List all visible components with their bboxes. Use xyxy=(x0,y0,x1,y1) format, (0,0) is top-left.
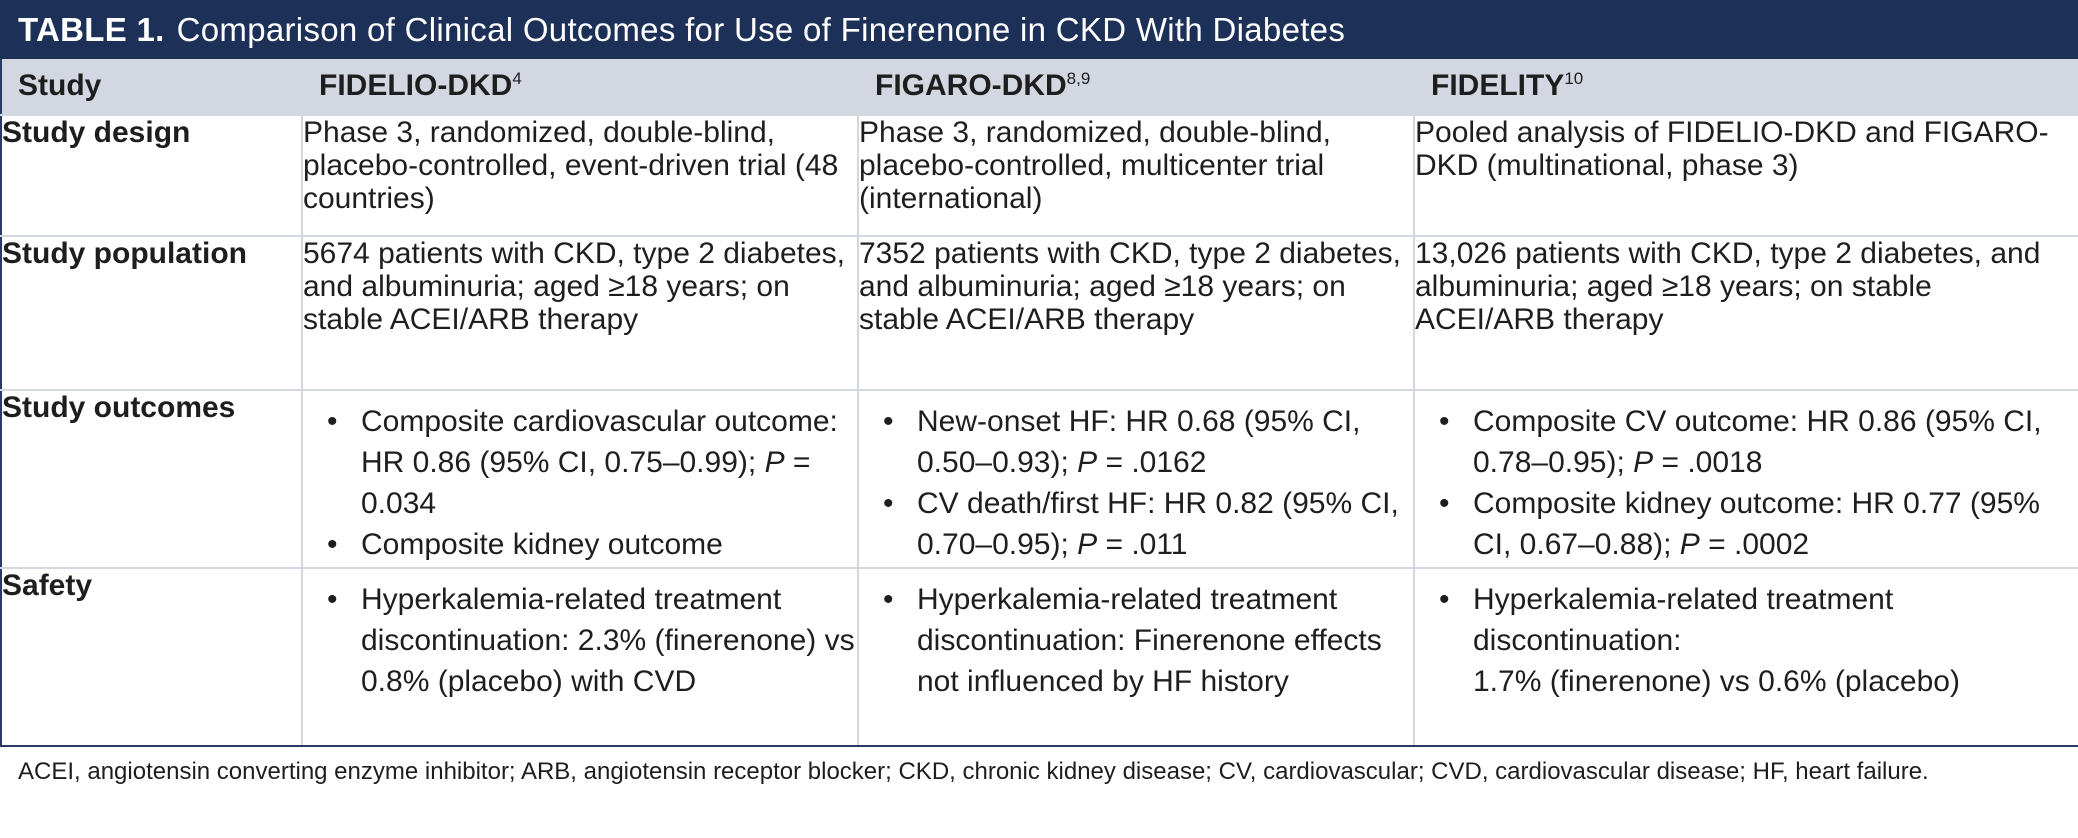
list-item: • Composite cardiovascular outcome: HR 0.… xyxy=(303,401,857,524)
p-value-symbol: P xyxy=(1077,446,1098,479)
cell-outcomes-fidelity: • Composite CV outcome: HR 0.86 (95% CI, … xyxy=(1413,389,2078,569)
cell-design-figaro: Phase 3, randomized, double-blind, place… xyxy=(857,114,1415,237)
table-header-row: Study FIDELIO-DKD4 FIGARO-DKD8,9 FIDELIT… xyxy=(0,59,2078,116)
cell-safety-fidelio: • Hyperkalemia-related treatment disconti… xyxy=(301,567,859,747)
table-row: Study design Phase 3, randomized, double… xyxy=(0,114,2078,237)
table-row: Safety • Hyperkalemia-related treatment d… xyxy=(0,567,2078,747)
header-figaro-name: FIGARO-DKD xyxy=(875,69,1067,102)
outcome-text: Composite kidney outcome xyxy=(361,528,723,561)
header-figaro-ref: 8,9 xyxy=(1066,69,1091,88)
list-item: • Composite kidney outcome: HR 0.77 (95% … xyxy=(1415,483,2078,565)
list-item: • CV death/first HF: HR 0.82 (95% CI, 0.7… xyxy=(859,483,1413,565)
outcomes-fidelity-list: • Composite CV outcome: HR 0.86 (95% CI, … xyxy=(1415,401,2078,565)
bullet-icon: • xyxy=(327,528,338,561)
header-fidelity: FIDELITY10 xyxy=(1413,59,2078,116)
outcomes-figaro-list: • New-onset HF: HR 0.68 (95% CI, 0.50–0.9… xyxy=(859,401,1413,565)
p-value: = .0162 xyxy=(1097,446,1207,479)
list-item: • New-onset HF: HR 0.68 (95% CI, 0.50–0.9… xyxy=(859,401,1413,483)
p-value-symbol: P xyxy=(764,446,785,479)
comparison-table: Study FIDELIO-DKD4 FIGARO-DKD8,9 FIDELIT… xyxy=(0,59,2078,747)
header-fidelio: FIDELIO-DKD4 xyxy=(301,59,859,116)
row-label-design: Study design xyxy=(0,114,303,237)
p-value-symbol: P xyxy=(1633,446,1654,479)
safety-fidelity-list: • Hyperkalemia-related treatment disconti… xyxy=(1415,579,2078,702)
bullet-icon: • xyxy=(327,405,338,438)
cell-design-fidelity: Pooled analysis of FIDELIO-DKD and FIGAR… xyxy=(1413,114,2078,237)
p-value: = .0002 xyxy=(1699,528,1810,561)
cell-population-figaro: 7352 patients with CKD, type 2 diabetes,… xyxy=(857,235,1415,391)
cell-outcomes-fidelio: • Composite cardiovascular outcome: HR 0.… xyxy=(301,389,859,569)
list-item: • Hyperkalemia-related treatment disconti… xyxy=(303,579,857,702)
outcome-text: Composite CV outcome: HR 0.86 (95% CI, 0… xyxy=(1473,405,2042,479)
header-study-label: Study xyxy=(18,69,102,102)
bullet-icon: • xyxy=(1439,487,1450,520)
list-item: • Hyperkalemia-related treatment disconti… xyxy=(859,579,1413,702)
table-row: Study outcomes • Composite cardiovascular… xyxy=(0,389,2078,569)
list-item: • Hyperkalemia-related treatment disconti… xyxy=(1415,579,2078,702)
bullet-icon: • xyxy=(1439,405,1450,438)
outcome-text: Composite kidney outcome: HR 0.77 (95% C… xyxy=(1473,487,2040,561)
header-fidelio-name: FIDELIO-DKD xyxy=(319,69,513,102)
list-item: • Composite kidney outcome xyxy=(303,524,857,565)
list-item: • Composite CV outcome: HR 0.86 (95% CI, … xyxy=(1415,401,2078,483)
row-label-population: Study population xyxy=(0,235,303,391)
cell-safety-figaro: • Hyperkalemia-related treatment disconti… xyxy=(857,567,1415,747)
row-label-outcomes: Study outcomes xyxy=(0,389,303,569)
p-value: = 0.034 xyxy=(361,446,811,520)
bullet-icon: • xyxy=(883,405,894,438)
safety-text: 1.7% (finerenone) vs 0.6% (placebo) xyxy=(1473,665,1960,698)
outcomes-fidelio-list: • Composite cardiovascular outcome: HR 0.… xyxy=(303,401,857,565)
table-title: Comparison of Clinical Outcomes for Use … xyxy=(176,10,1346,48)
header-fidelity-name: FIDELITY xyxy=(1431,69,1565,102)
table-footnote: ACEI, angiotensin converting enzyme inhi… xyxy=(18,758,1929,785)
bullet-icon: • xyxy=(883,583,894,616)
p-value: = .011 xyxy=(1097,528,1188,561)
header-study: Study xyxy=(0,59,303,116)
cell-design-fidelio: Phase 3, randomized, double-blind, place… xyxy=(301,114,859,237)
header-figaro: FIGARO-DKD8,9 xyxy=(857,59,1415,116)
safety-figaro-list: • Hyperkalemia-related treatment disconti… xyxy=(859,579,1413,702)
header-fidelity-ref: 10 xyxy=(1564,69,1584,88)
safety-fidelio-list: • Hyperkalemia-related treatment disconti… xyxy=(303,579,857,702)
cell-safety-fidelity: • Hyperkalemia-related treatment disconti… xyxy=(1413,567,2078,747)
row-label-safety: Safety xyxy=(0,567,303,747)
bullet-icon: • xyxy=(883,487,894,520)
table-number: TABLE 1. xyxy=(18,10,165,48)
bullet-icon: • xyxy=(1439,583,1450,616)
cell-population-fidelity: 13,026 patients with CKD, type 2 diabete… xyxy=(1413,235,2078,391)
p-value-symbol: P xyxy=(1077,528,1098,561)
cell-outcomes-figaro: • New-onset HF: HR 0.68 (95% CI, 0.50–0.9… xyxy=(857,389,1415,569)
safety-text: Hyperkalemia-related treatment discontin… xyxy=(361,583,855,698)
safety-text: Hyperkalemia-related treatment discontin… xyxy=(917,583,1382,698)
bullet-icon: • xyxy=(327,583,338,616)
p-value: = .0018 xyxy=(1653,446,1763,479)
outcome-text: CV death/first HF: HR 0.82 (95% CI, 0.70… xyxy=(917,487,1399,561)
outcome-text: New-onset HF: HR 0.68 (95% CI, 0.50–0.93… xyxy=(917,405,1361,479)
table-row: Study population 5674 patients with CKD,… xyxy=(0,235,2078,391)
outcome-text: Composite cardiovascular outcome: HR 0.8… xyxy=(361,405,838,479)
table-title-bar: TABLE 1. Comparison of Clinical Outcomes… xyxy=(0,0,2078,59)
cell-population-fidelio: 5674 patients with CKD, type 2 diabetes,… xyxy=(301,235,859,391)
safety-text: Hyperkalemia-related treatment discontin… xyxy=(1473,583,1894,657)
header-fidelio-ref: 4 xyxy=(512,69,522,88)
p-value-symbol: P xyxy=(1679,528,1700,561)
